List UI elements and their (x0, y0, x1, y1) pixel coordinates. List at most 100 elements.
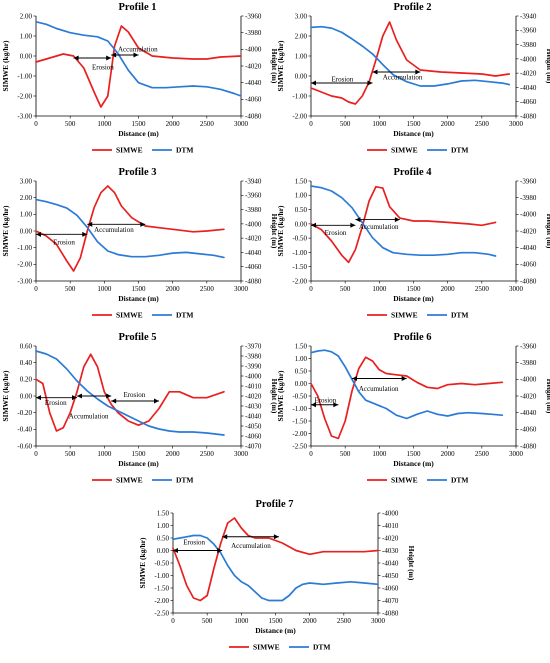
y2-tick-label: -3980 (520, 41, 537, 49)
y2-tick-label: -4060 (520, 426, 537, 434)
x-tick-label: 3000 (234, 450, 249, 458)
y2-tick-label: -3960 (245, 192, 262, 200)
y2-tick-label: -3940 (520, 12, 537, 20)
y2-tick-label: -4080 (245, 277, 262, 285)
chart-panel-1: Profile 1 0 500 1000 1500 2000 2500 3000 -3.00 -… (0, 0, 279, 163)
y-tick-label: -1.00 (17, 244, 32, 252)
x-tick-label: 0 (309, 285, 313, 293)
y2-tick-label: -4060 (520, 261, 537, 269)
y2-tick-label: -3960 (520, 177, 537, 185)
chart-title: Profile 2 (393, 2, 432, 13)
annotation-label: Accumulation (359, 385, 399, 393)
x-tick-label: 1500 (132, 285, 147, 293)
y2-tick-label: -3980 (520, 194, 537, 202)
y2-tick-label: -4020 (520, 392, 537, 400)
y-axis-label: SIMWE (kg/hr) (138, 537, 147, 589)
series-line-dtm (35, 20, 242, 97)
x-tick-label: 3000 (234, 285, 249, 293)
y2-tick-label: -3970 (245, 342, 262, 350)
y-tick-label: -0.40 (17, 426, 32, 434)
series-line-dtm (310, 185, 497, 257)
x-tick-label: 0 (171, 617, 175, 625)
x-tick-label: 1000 (97, 120, 112, 128)
arrow-head (87, 221, 93, 227)
series-line-simwe (310, 356, 504, 440)
x-tick-label: 2000 (166, 285, 181, 293)
y-axis-label: SIMWE (kg/hr) (1, 205, 10, 257)
chart-svg: 0 500 1000 1500 2000 2500 3000 -2.50 -2.00 -1.50 -… (276, 342, 550, 484)
series-line-simwe (35, 353, 225, 432)
annotation-label: Erosion (325, 229, 347, 237)
annotation-label: Accumulation (359, 223, 399, 231)
x-tick-label: 500 (340, 450, 351, 458)
y2-tick-label: -4060 (520, 98, 537, 106)
x-tick-label: 2000 (441, 450, 456, 458)
y-tick-label: -1.50 (154, 584, 169, 592)
y-tick-label: 1.00 (295, 355, 308, 363)
x-tick-label: 1000 (372, 450, 387, 458)
x-tick-label: 500 (65, 450, 76, 458)
x-tick-label: 0 (309, 450, 313, 458)
chart-panel-5: Profile 5 0 500 1000 1500 2000 2500 3000 -0.60 -… (0, 330, 279, 493)
y-tick-label: -0.50 (292, 235, 307, 243)
arrow-head (173, 548, 178, 553)
y-tick-label: 0.20 (20, 376, 33, 384)
y2-tick-label: -4060 (245, 96, 262, 104)
y2-axis-label: Height (m) (270, 214, 279, 249)
x-tick-label: 1500 (269, 617, 284, 625)
y-tick-label: 0.50 (295, 367, 308, 375)
x-tick-label: 2500 (200, 120, 215, 128)
annotation-label: Accumulation (94, 226, 134, 234)
y2-tick-label: -3960 (245, 12, 262, 20)
annotation-label: Erosion (92, 64, 114, 72)
arrow-head (72, 395, 77, 401)
y2-tick-label: -3990 (245, 362, 262, 370)
y2-tick-label: -4000 (245, 372, 262, 380)
y2-tick-label: -3960 (520, 27, 537, 35)
y2-tick-label: -3940 (245, 177, 262, 185)
x-tick-label: 500 (340, 120, 351, 128)
chart-title: Profile 5 (118, 332, 157, 343)
y-tick-label: 1.00 (20, 32, 33, 40)
y2-tick-label: -4040 (382, 559, 399, 567)
y-tick-label: 0.00 (20, 227, 33, 235)
y2-tick-label: -4000 (245, 220, 262, 228)
x-tick-label: 1000 (372, 285, 387, 293)
annotation-label: Accumulation (69, 413, 109, 421)
y-tick-label: 1.00 (157, 522, 170, 530)
arrow-head (350, 222, 356, 228)
series-line-simwe (35, 185, 225, 272)
series-line-dtm (35, 350, 225, 436)
series-line-dtm (35, 198, 225, 259)
y2-tick-label: -3960 (520, 342, 537, 350)
x-tick-label: 500 (65, 120, 76, 128)
arrow-head (111, 52, 117, 58)
y-tick-label: -2.00 (292, 112, 307, 120)
chart-panel-4: Profile 4 0 500 1000 1500 2000 2500 3000 -2.00 -… (275, 165, 550, 328)
y-tick-label: 1.00 (295, 192, 308, 200)
y-tick-label: 0.50 (295, 206, 308, 214)
arrow-head (355, 217, 361, 223)
x-tick-label: 0 (309, 120, 313, 128)
x-tick-label: 1000 (97, 285, 112, 293)
y2-tick-label: -4060 (382, 584, 399, 592)
y2-tick-label: -4020 (245, 62, 262, 70)
y-tick-label: 0.00 (20, 52, 33, 60)
y2-axis-label: Height (m) (270, 379, 279, 414)
arrow-head (77, 393, 82, 399)
y-tick-label: -3.00 (17, 112, 32, 120)
chart-title: Profile 7 (255, 499, 294, 510)
x-tick-label: 3000 (509, 450, 524, 458)
arrow-head (106, 55, 112, 61)
y-tick-label: -1.50 (292, 263, 307, 271)
y-tick-label: -0.60 (17, 442, 32, 450)
x-tick-label: 500 (340, 285, 351, 293)
y2-tick-label: -4070 (382, 597, 399, 605)
y2-tick-label: -4040 (520, 244, 537, 252)
x-tick-label: 1500 (132, 450, 147, 458)
x-tick-label: 2000 (166, 120, 181, 128)
annotation-label: Accumulation (118, 46, 158, 54)
y2-tick-label: -4080 (520, 112, 537, 120)
y-tick-label: 0.00 (20, 392, 33, 400)
x-tick-label: 1500 (407, 450, 422, 458)
